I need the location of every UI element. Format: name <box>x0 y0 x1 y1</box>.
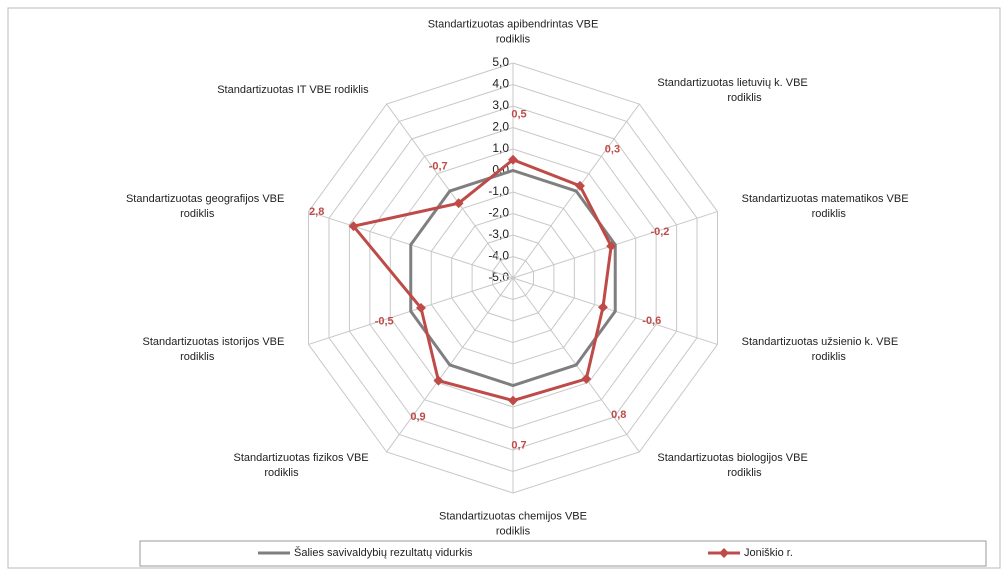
data-point <box>606 241 617 252</box>
y-tick-label: -1,0 <box>488 184 509 198</box>
data-label: -0,5 <box>375 316 394 328</box>
category-label: Standartizuotas geografijos VBE rodiklis <box>126 193 284 220</box>
data-label: 0,7 <box>511 439 526 451</box>
data-point <box>581 373 592 384</box>
category-label: Standartizuotas lietuvių k. VBE rodiklis <box>657 77 807 104</box>
data-point <box>348 221 359 232</box>
y-tick-label: -3,0 <box>488 227 509 241</box>
data-label: 0,8 <box>611 409 626 421</box>
legend-label: Joniškio r. <box>744 547 793 559</box>
category-label: Standartizuotas chemijos VBE rodiklis <box>439 510 587 537</box>
data-label: -0,7 <box>429 161 448 173</box>
data-label: 0,9 <box>410 411 425 423</box>
data-label: 0,5 <box>511 109 526 121</box>
legend-label: Šalies savivaldybių rezultatų vidurkis <box>294 546 473 559</box>
data-label: 2,8 <box>309 206 324 218</box>
y-tick-label: -5,0 <box>488 270 509 284</box>
category-label: Standartizuotas apibendrintas VBE rodikli… <box>428 18 599 45</box>
data-point <box>508 395 518 406</box>
category-label: Standartizuotas matematikos VBE rodiklis <box>742 193 909 220</box>
y-tick-label: 1,0 <box>492 141 509 155</box>
legend-marker <box>719 548 729 558</box>
data-point <box>433 375 444 386</box>
data-point <box>453 198 464 209</box>
y-tick-label: 3,0 <box>492 98 509 112</box>
category-label: Standartizuotas fizikos VBE rodiklis <box>234 452 369 479</box>
category-label: Standartizuotas biologijos VBE rodiklis <box>657 452 807 479</box>
y-tick-label: -4,0 <box>488 249 509 263</box>
category-label: Standartizuotas užsienio k. VBE rodiklis <box>742 336 899 363</box>
data-point <box>508 154 518 165</box>
data-label: -0,6 <box>642 315 661 327</box>
data-point <box>416 302 426 313</box>
chart-border <box>7 7 1001 569</box>
y-tick-label: 5,0 <box>492 55 509 69</box>
data-label: 0,3 <box>605 143 620 155</box>
data-point <box>598 302 608 313</box>
y-tick-label: 2,0 <box>492 120 509 134</box>
y-tick-label: -2,0 <box>488 206 509 220</box>
data-point <box>575 180 585 191</box>
category-label: Standartizuotas IT VBE rodiklis <box>217 84 369 96</box>
y-tick-label: 4,0 <box>492 77 509 91</box>
category-label: Standartizuotas istorijos VBE rodiklis <box>142 336 284 363</box>
data-label: -0,2 <box>650 226 669 238</box>
